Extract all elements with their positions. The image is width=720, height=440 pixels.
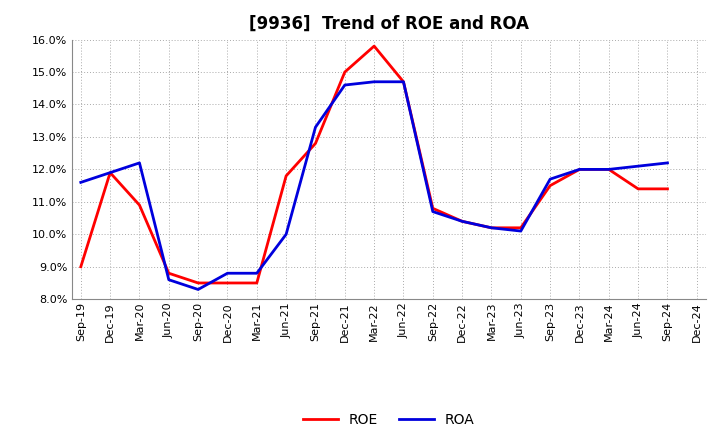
ROA <box>223 271 232 276</box>
ROA <box>311 125 320 130</box>
ROE <box>341 70 349 75</box>
ROE <box>223 280 232 286</box>
ROE <box>458 219 467 224</box>
ROA <box>458 219 467 224</box>
ROA <box>663 160 672 165</box>
ROE <box>546 183 554 188</box>
ROE <box>516 225 525 231</box>
ROE <box>399 79 408 84</box>
ROA <box>253 271 261 276</box>
ROE <box>605 167 613 172</box>
ROA <box>487 225 496 231</box>
ROE <box>282 173 290 179</box>
ROA <box>370 79 379 84</box>
Line: ROA: ROA <box>81 82 667 290</box>
ROA <box>634 164 642 169</box>
ROA <box>428 209 437 214</box>
ROA <box>282 231 290 237</box>
Title: [9936]  Trend of ROE and ROA: [9936] Trend of ROE and ROA <box>249 15 528 33</box>
ROA <box>546 176 554 182</box>
ROE <box>106 170 114 175</box>
ROE <box>135 202 144 208</box>
ROE <box>487 225 496 231</box>
ROE <box>370 44 379 49</box>
ROA <box>135 160 144 165</box>
ROA <box>164 277 173 282</box>
ROE <box>164 271 173 276</box>
Line: ROE: ROE <box>81 46 667 283</box>
ROE <box>253 280 261 286</box>
ROA <box>605 167 613 172</box>
ROE <box>575 167 584 172</box>
ROE <box>76 264 85 269</box>
ROE <box>194 280 202 286</box>
ROA <box>516 228 525 234</box>
ROA <box>341 82 349 88</box>
ROA <box>399 79 408 84</box>
ROA <box>575 167 584 172</box>
ROE <box>634 186 642 191</box>
ROA <box>76 180 85 185</box>
Legend: ROE, ROA: ROE, ROA <box>303 413 474 427</box>
ROE <box>663 186 672 191</box>
ROA <box>106 170 114 175</box>
ROE <box>428 205 437 211</box>
ROE <box>311 141 320 146</box>
ROA <box>194 287 202 292</box>
